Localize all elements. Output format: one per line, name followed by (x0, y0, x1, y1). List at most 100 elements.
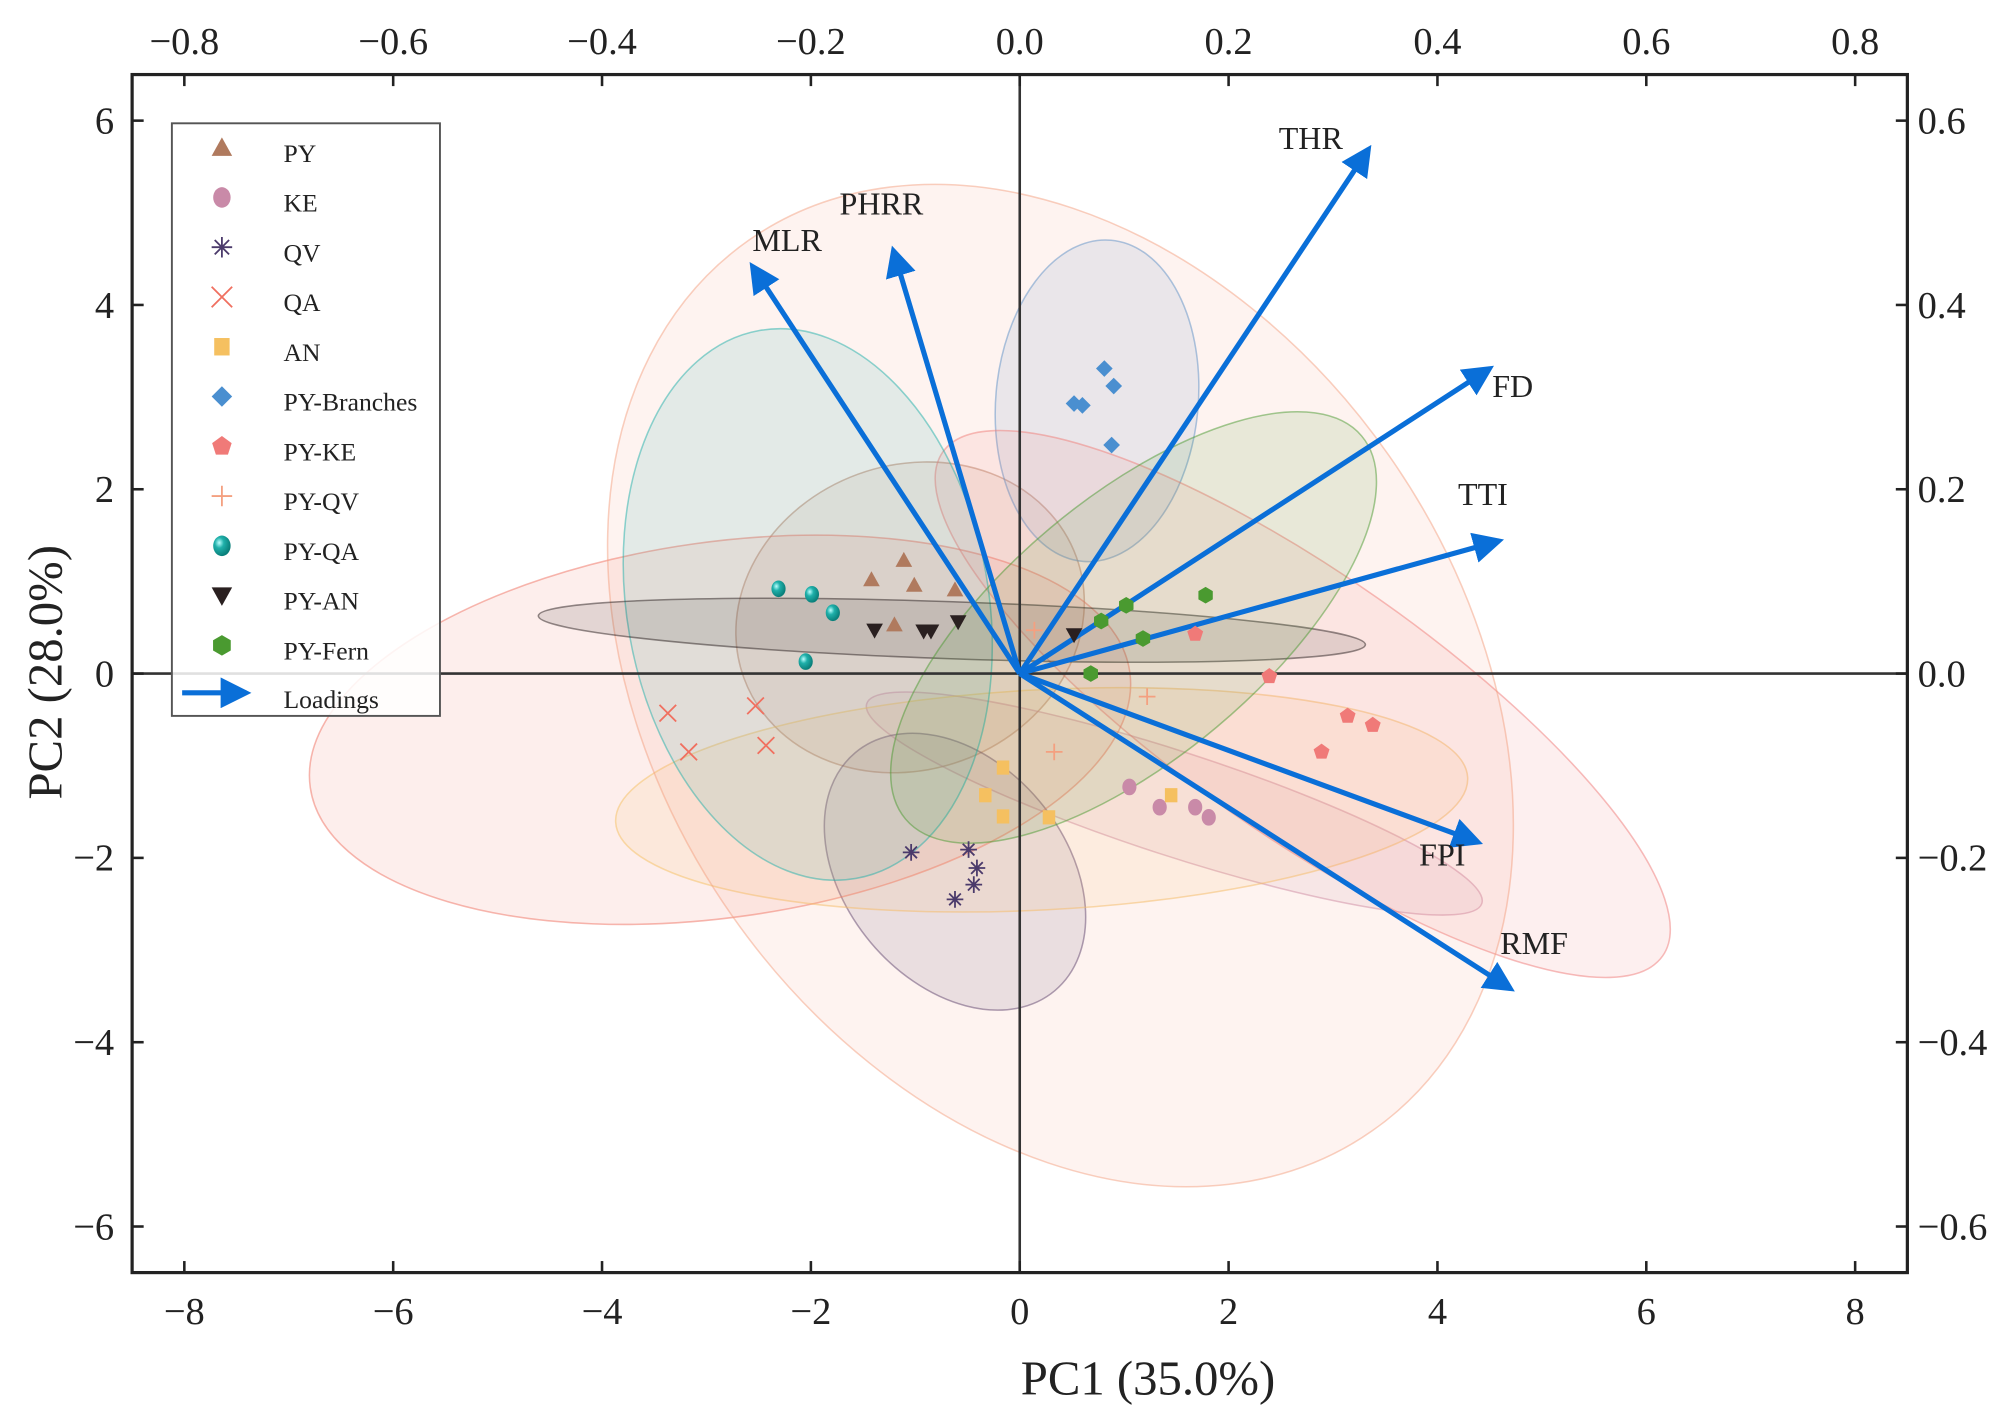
loading-arrow-tti (1019, 532, 1505, 677)
point-py-ke (1364, 716, 1381, 732)
point-qv (946, 891, 964, 908)
point-py-fern (1135, 630, 1151, 647)
legend-label-py-ke: PY-KE (283, 437, 356, 466)
top-tick-label: 0.0 (996, 21, 1044, 63)
right-tick-label: 0.4 (1918, 285, 1966, 327)
point-an (996, 760, 1010, 775)
point-py-fern (1119, 596, 1134, 614)
top-tick-label: −0.2 (776, 21, 846, 63)
point-py-an (922, 624, 940, 640)
point-py-fern (1198, 586, 1213, 604)
x-tick-label: 0 (1010, 1291, 1029, 1333)
x-tick-label: 8 (1846, 1291, 1865, 1333)
legend-label-py-qv: PY-QV (283, 487, 359, 516)
top-tick-label: −0.8 (149, 21, 219, 63)
top-tick-label: −0.6 (358, 21, 428, 63)
point-ke (1152, 798, 1167, 816)
point-py (886, 616, 903, 632)
legend-label-qa: QA (283, 288, 321, 317)
right-tick-label: 0.2 (1918, 469, 1966, 511)
legend-label-ke: KE (283, 189, 317, 218)
loading-label-thr: THR (1279, 120, 1344, 156)
loading-arrow-fpi (1018, 671, 1483, 848)
x-tick-label: 4 (1428, 1291, 1447, 1333)
y-tick-label: 6 (95, 100, 114, 142)
point-py (895, 551, 913, 567)
loading-label-fpi: FPI (1419, 836, 1465, 872)
axes: −8 −6 −4 −2 0 2 4 6 8 −6 −4 −2 0 2 4 6 −0.8 −0.6 −0.4 −0.2 0… (73, 21, 1987, 1333)
x-tick-label: 2 (1219, 1291, 1238, 1333)
ellipse-an (614, 686, 1469, 913)
x-tick-label: −2 (790, 1291, 831, 1333)
point-py-qv (1138, 688, 1156, 705)
legend-box (170, 122, 441, 717)
legend-label-qv: QV (283, 238, 321, 267)
point-py-ke (1313, 743, 1330, 759)
legend-marker-py-branches (211, 386, 233, 407)
legend-label-py: PY (283, 139, 316, 168)
legend-label-loadings: Loadings (283, 685, 378, 714)
y-tick-label: −4 (73, 1022, 114, 1064)
right-tick-label: −0.2 (1918, 838, 1988, 880)
loading-arrow-rmf (1018, 671, 1515, 992)
point-py-branches (1103, 436, 1120, 454)
point-py-qa (825, 604, 840, 622)
point-ke (1188, 798, 1203, 816)
top-tick-label: 0.4 (1413, 21, 1461, 63)
legend: PY KE QV QA AN PY-Branches PY-KE PY-QV PY-QA PY-A… (170, 122, 441, 717)
point-py-qv (1026, 621, 1043, 639)
top-tick-label: 0.6 (1622, 21, 1670, 63)
y-axis-title: PC2 (28.0%) (19, 545, 73, 799)
x-tick-label: −6 (373, 1291, 414, 1333)
point-py-qv (1045, 743, 1063, 761)
point-an (1042, 810, 1056, 825)
loading-label-mlr: MLR (752, 222, 822, 258)
legend-marker-qa (211, 286, 233, 308)
point-qv (960, 841, 977, 858)
ellipse-py (735, 461, 1086, 774)
loading-arrow-mlr (749, 261, 1022, 675)
point-qv (965, 876, 983, 893)
point-py (905, 576, 923, 592)
loading-arrow-phrr (885, 245, 1023, 675)
y-tick-label: 0 (95, 653, 114, 695)
right-tick-label: 0.0 (1918, 653, 1966, 695)
point-py-an (949, 615, 967, 631)
point-py-qa (804, 585, 820, 603)
legend-marker-py-an (211, 587, 233, 606)
legend-label-py-qa: PY-QA (283, 537, 359, 566)
point-qa (658, 704, 677, 723)
loading-label-tti: TTI (1458, 476, 1508, 512)
x-tick-label: −4 (582, 1291, 623, 1333)
point-py-an (1065, 628, 1083, 644)
x-tick-label: −8 (164, 1291, 205, 1333)
point-an (979, 788, 992, 803)
legend-label-py-an: PY-AN (283, 587, 359, 616)
point-an (1164, 788, 1178, 803)
point-qv (902, 844, 920, 861)
right-tick-label: −0.4 (1918, 1022, 1988, 1064)
legend-marker-qv (211, 236, 233, 258)
top-tick-label: −0.4 (567, 21, 637, 63)
top-tick-label: 0.8 (1831, 21, 1879, 63)
legend-marker-py-fern (213, 635, 231, 656)
point-py-qa (771, 580, 786, 598)
loading-arrow-thr (1017, 144, 1372, 675)
point-py-an (866, 623, 883, 639)
point-py-branches (1095, 360, 1113, 377)
point-qv (968, 859, 986, 877)
point-ke (1201, 809, 1216, 826)
x-axis-title: PC1 (35.0%) (1021, 1351, 1276, 1405)
right-tick-label: −0.6 (1918, 1206, 1988, 1248)
point-an (996, 809, 1010, 824)
x-tick-label: 6 (1637, 1291, 1656, 1333)
loading-label-fd: FD (1492, 368, 1533, 404)
y-tick-label: −6 (73, 1206, 114, 1248)
point-py-fern (1094, 612, 1109, 630)
legend-label-an: AN (283, 338, 320, 367)
legend-marker-py (211, 137, 233, 156)
point-py (863, 571, 880, 587)
legend-marker-ke (213, 187, 231, 208)
loading-arrows: THR PHRR MLR FD TTI FPI RMF (749, 120, 1568, 992)
